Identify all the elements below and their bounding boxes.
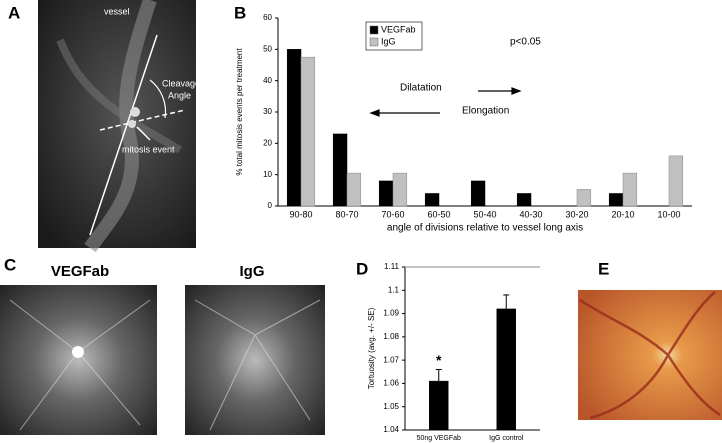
y-axis-label: Tortuosity (avg. +/- SE)	[367, 307, 376, 389]
x-tick-label: 60-50	[427, 209, 450, 219]
legend-swatch	[369, 25, 379, 35]
x-tick-label: 70-60	[381, 209, 404, 219]
bar	[470, 180, 486, 207]
y-tick-label: 1.05	[383, 402, 399, 411]
y-tick-label: 50	[263, 44, 272, 53]
x-tick-label: 20-10	[611, 209, 634, 219]
y-tick-label: 1.11	[384, 262, 400, 271]
image-e	[578, 290, 722, 420]
bar	[346, 172, 362, 207]
image-label: Cleavage	[162, 78, 200, 88]
annotation: Elongation	[462, 106, 509, 117]
bar	[668, 155, 684, 207]
y-tick-label: 1.1	[388, 285, 400, 294]
y-tick-label: 10	[263, 170, 272, 179]
y-tick-label: 0	[268, 201, 273, 210]
bar	[378, 180, 394, 207]
legend-swatch	[369, 37, 379, 47]
annotation: *	[436, 352, 442, 368]
bar	[622, 172, 638, 207]
y-tick-label: 20	[263, 138, 272, 147]
x-axis-label: angle of divisions relative to vessel lo…	[387, 223, 583, 234]
y-tick-label: 60	[263, 13, 272, 22]
panel-label: A	[8, 3, 20, 22]
arrow	[369, 87, 522, 117]
x-tick-label: 80-70	[335, 209, 358, 219]
y-tick-label: 1.08	[383, 332, 399, 341]
bar	[516, 193, 532, 207]
y-tick-label: 1.09	[383, 309, 399, 318]
panel-label: D	[356, 259, 368, 278]
y-axis-label: % total mitosis events per treatment	[235, 48, 244, 176]
bar	[300, 56, 316, 207]
bar	[608, 193, 624, 207]
panel-label: E	[598, 259, 609, 278]
y-tick-label: 30	[263, 107, 272, 116]
y-tick-label: 40	[263, 76, 272, 85]
x-tick-label: 10-00	[657, 209, 680, 219]
x-tick-label: 50-40	[473, 209, 496, 219]
image-title: IgG	[240, 263, 265, 280]
image-label: mitosis event	[122, 144, 175, 154]
y-tick-label: 1.04	[383, 425, 399, 434]
y-tick-label: 1.06	[383, 379, 399, 388]
image-label: vessel	[104, 6, 130, 16]
annotation: Dilatation	[400, 83, 442, 94]
x-tick-label: 90-80	[289, 209, 312, 219]
legend-label: VEGFab	[381, 24, 416, 34]
bar	[392, 172, 408, 207]
bar	[429, 380, 449, 431]
legend-label: IgG	[381, 36, 396, 46]
x-tick-label: 30-20	[565, 209, 588, 219]
image-a	[38, 0, 196, 253]
x-tick-label: 40-30	[519, 209, 542, 219]
x-tick-label: IgG control	[489, 435, 524, 442]
image-c	[0, 285, 325, 435]
bar	[424, 193, 440, 207]
bar	[332, 133, 348, 207]
image-title: VEGFab	[51, 263, 109, 280]
image-label: Angle	[168, 90, 191, 100]
bar	[576, 189, 592, 207]
x-tick-label: 50ng VEGFab	[417, 435, 461, 442]
annotation: p<0.05	[510, 37, 541, 48]
panel-label: B	[234, 3, 246, 22]
bar	[286, 49, 302, 207]
panel-label: C	[4, 255, 16, 274]
y-tick-label: 1.07	[383, 355, 399, 364]
bar	[496, 308, 516, 431]
